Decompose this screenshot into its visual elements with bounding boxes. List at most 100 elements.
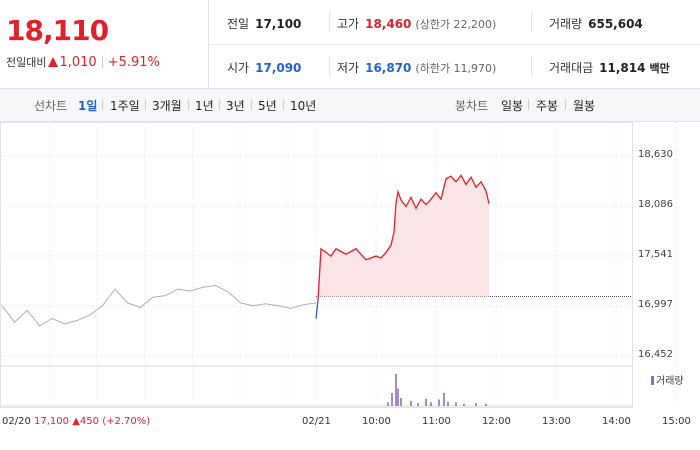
volume-bar xyxy=(430,402,432,406)
stat-sub: (하한가 11,970) xyxy=(415,62,497,75)
line-chart-label: 선차트 xyxy=(34,99,68,113)
stat-volume: 거래량 655,604 xyxy=(549,15,643,32)
tab-1y[interactable]: 1년 xyxy=(195,99,214,113)
divider xyxy=(188,99,189,110)
tab-5y[interactable]: 5년 xyxy=(258,99,277,113)
y-tick-label: 18,086 xyxy=(638,198,673,210)
divider xyxy=(531,12,532,32)
price-chart: 18,630 18,086 17,541 16,997 16,452 02/21 10:0… xyxy=(0,122,700,450)
prev-date: 02/20 xyxy=(2,416,31,427)
divider xyxy=(101,56,103,68)
divider xyxy=(251,99,252,110)
stat-sub: (상한가 22,200) xyxy=(415,18,497,31)
volume-bar xyxy=(387,402,389,406)
volume-bar xyxy=(455,402,457,406)
volume-bar xyxy=(400,398,402,406)
tab-3y[interactable]: 3년 xyxy=(226,99,245,113)
stat-label: 거래량 xyxy=(549,17,583,31)
volume-bar xyxy=(395,374,397,406)
x-tick-label: 12:00 xyxy=(482,416,511,427)
tab-monthly[interactable]: 월봉 xyxy=(573,99,596,113)
price-area-fill xyxy=(318,175,489,301)
change-value: 1,010 xyxy=(59,55,97,70)
change-label: 전일대비 xyxy=(6,56,47,69)
stat-unit: 백만 xyxy=(649,62,670,75)
price-line xyxy=(317,174,490,301)
up-triangle-icon: ▲ xyxy=(72,416,80,427)
divider xyxy=(102,99,103,110)
volume-bar xyxy=(438,399,440,406)
x-tick-label: 10:00 xyxy=(362,416,391,427)
y-tick-label: 16,452 xyxy=(638,349,673,360)
quote-summary: 18,110 전일대비 1,010 +5.91% 전일 17,100 고가 18,460… xyxy=(0,0,700,89)
price-box: 18,110 전일대비 1,010 +5.91% xyxy=(0,0,209,88)
tab-daily[interactable]: 일봉 xyxy=(501,99,524,113)
stat-label: 거래대금 xyxy=(549,61,594,75)
tab-1d[interactable]: 1일 xyxy=(78,99,98,113)
stat-value: 18,460 xyxy=(365,17,412,31)
plot-frame xyxy=(0,122,633,408)
x-tick-label: 11:00 xyxy=(422,416,451,427)
stats-grid: 전일 17,100 고가 18,460 (상한가 22,200) 거래량 655,604… xyxy=(209,0,700,88)
stat-label: 전일 xyxy=(227,17,250,31)
volume-bar xyxy=(447,401,449,406)
volume-bar xyxy=(417,403,419,406)
y-tick-label: 16,997 xyxy=(638,298,673,310)
y-tick-label: 17,541 xyxy=(638,249,673,260)
volume-bar xyxy=(463,403,465,406)
x-tick-label: 13:00 xyxy=(542,416,571,427)
volume-legend-label: 거래량 xyxy=(656,376,684,387)
price-line-down-segment xyxy=(315,300,319,319)
stat-label: 고가 xyxy=(337,17,360,31)
volume-bar xyxy=(391,392,393,406)
chart-canvas xyxy=(0,122,677,408)
prev-change-pct: (+2.70%) xyxy=(102,416,151,427)
volume-bar xyxy=(443,392,445,406)
volume-swatch-icon xyxy=(651,376,654,385)
change-line: 전일대비 1,010 +5.91% xyxy=(6,54,160,70)
current-price: 18,110 xyxy=(6,14,109,47)
stat-low: 저가 16,870 (하한가 11,970) xyxy=(337,59,496,76)
divider xyxy=(219,99,220,110)
tab-3m[interactable]: 3개월 xyxy=(152,99,182,113)
candle-chart-label: 봉차트 xyxy=(455,99,489,113)
divider xyxy=(565,99,566,110)
prev-change: 450 xyxy=(79,416,99,427)
volume-bar xyxy=(410,400,412,406)
y-tick-label: 18,630 xyxy=(638,149,673,160)
stat-value: 17,100 xyxy=(255,17,302,31)
divider xyxy=(329,12,330,32)
stats-row-2: 시가 17,090 저가 16,870 (하한가 11,970) 거래대금 11,814… xyxy=(209,44,700,88)
stat-prev-close: 전일 17,100 xyxy=(227,15,301,32)
stat-amount: 거래대금 11,814 백만 xyxy=(549,59,670,76)
stat-value: 16,870 xyxy=(365,61,412,75)
tab-1w[interactable]: 1주일 xyxy=(110,99,140,113)
stats-row-1: 전일 17,100 고가 18,460 (상한가 22,200) 거래량 655,604 xyxy=(209,0,700,45)
divider xyxy=(528,99,529,110)
stat-value: 17,090 xyxy=(255,61,302,75)
divider xyxy=(145,99,146,110)
stat-open: 시가 17,090 xyxy=(227,59,301,76)
volume-bar xyxy=(425,398,427,406)
prev-day-line xyxy=(1,284,317,327)
volume-bar xyxy=(475,403,477,406)
stat-value: 655,604 xyxy=(588,17,643,31)
tab-10y[interactable]: 10년 xyxy=(290,99,317,113)
stat-label: 저가 xyxy=(337,61,360,75)
tab-weekly[interactable]: 주봉 xyxy=(536,99,559,113)
x-tick-label: 14:00 xyxy=(602,416,631,427)
stat-value: 11,814 xyxy=(599,61,646,75)
change-percent: +5.91% xyxy=(107,55,160,70)
volume-legend: 거래량 xyxy=(651,372,684,387)
x-tick-label: 15:00 xyxy=(662,416,691,427)
x-tick-label: 02/21 xyxy=(302,416,331,427)
volume-bar xyxy=(485,403,487,406)
chart-period-tabs: 선차트 1일 1주일 3개월 1년 3년 5년 10년 봉차트 일봉 주봉 월봉 xyxy=(0,89,700,122)
up-triangle-icon xyxy=(48,57,59,67)
prev-close: 17,100 xyxy=(34,416,70,427)
divider xyxy=(531,56,532,76)
prev-day-info: 02/20 17,100 ▲450 (+2.70%) xyxy=(2,416,150,427)
volume-bar xyxy=(397,388,399,406)
stat-label: 시가 xyxy=(227,61,250,75)
stat-high: 고가 18,460 (상한가 22,200) xyxy=(337,15,496,32)
